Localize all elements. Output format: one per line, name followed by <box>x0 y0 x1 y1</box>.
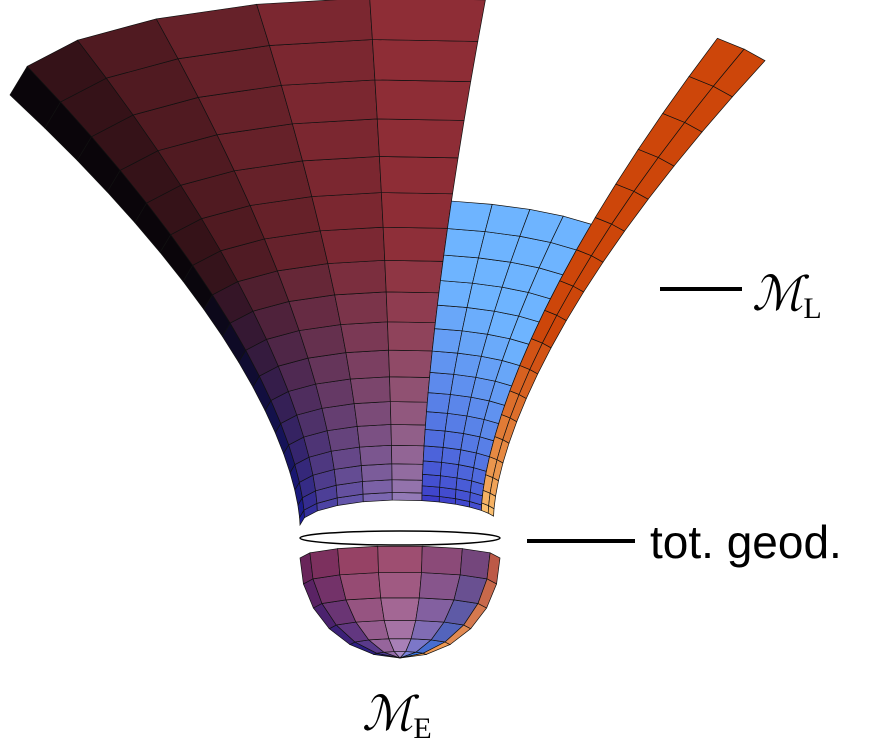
mesh-face <box>381 598 420 621</box>
mesh-face <box>378 546 423 572</box>
label-subscript: L <box>803 292 821 325</box>
mesh-face <box>303 156 382 196</box>
label-lorentzian: ℳL <box>752 266 822 325</box>
mesh-face <box>362 480 392 494</box>
mesh-face <box>269 40 374 86</box>
mesh-face <box>372 40 477 82</box>
mesh-face <box>328 260 386 295</box>
mesh-face <box>435 305 467 331</box>
mesh-face <box>340 573 381 600</box>
mesh-face <box>460 549 490 579</box>
mesh-face <box>370 0 486 41</box>
mesh-face <box>384 620 415 638</box>
mesh-face <box>392 492 422 500</box>
mesh-face <box>427 393 451 414</box>
mesh-face <box>257 0 373 45</box>
mesh-face <box>423 461 442 476</box>
mesh-face <box>440 255 478 283</box>
mesh-face <box>422 486 440 497</box>
mesh-face <box>392 464 423 480</box>
mesh-face <box>379 573 422 598</box>
mesh-face <box>360 445 392 465</box>
mesh-face <box>375 80 471 121</box>
mesh-face <box>292 119 379 161</box>
geodesic-slice <box>300 531 500 545</box>
mesh-face <box>338 546 379 575</box>
mesh-face <box>386 292 439 323</box>
mesh-face <box>424 429 445 447</box>
mesh-face <box>341 322 389 353</box>
mesh-face <box>377 119 464 158</box>
label-symbol: ℳ <box>752 266 810 322</box>
mesh-face <box>346 350 390 379</box>
mesh-face <box>432 329 462 354</box>
mesh-face <box>354 402 391 427</box>
mesh-face <box>381 193 452 229</box>
label-subscript: E <box>413 712 431 742</box>
mesh-face <box>361 464 392 482</box>
mesh-face <box>428 372 454 394</box>
mesh-face <box>419 573 460 600</box>
mesh-face <box>425 412 447 431</box>
label-symbol: ℳ <box>362 686 420 742</box>
mesh-face <box>310 549 340 579</box>
mesh-face <box>430 351 458 374</box>
mesh-face <box>391 445 424 464</box>
mesh-face <box>423 446 443 462</box>
page: ℳL tot. geod. ℳE (() => { const data = J… <box>0 0 885 742</box>
mesh-face <box>385 260 443 293</box>
mesh-face <box>390 377 430 402</box>
mesh-face <box>422 474 440 487</box>
mesh-face <box>447 201 492 231</box>
mesh-face <box>437 281 472 308</box>
mesh-face <box>312 193 383 231</box>
mesh-face <box>444 229 485 258</box>
mesh-face <box>379 156 458 193</box>
mesh-face <box>335 292 388 325</box>
mesh-face <box>440 462 458 478</box>
label-geodesic: tot. geod. <box>650 516 842 568</box>
funnel-surface <box>10 0 765 525</box>
mesh-face <box>445 413 467 433</box>
mesh-face <box>357 424 391 447</box>
mesh-face <box>421 546 462 575</box>
label-euclidean: ℳE <box>362 686 432 742</box>
mesh-face <box>387 322 435 351</box>
mesh-face <box>442 447 461 464</box>
mesh-face <box>389 350 433 377</box>
mesh-face <box>391 424 426 445</box>
mesh-face <box>390 402 427 425</box>
mesh-face <box>392 480 422 493</box>
mesh-face <box>320 227 384 263</box>
diagram: ℳL tot. geod. ℳE <box>0 0 885 742</box>
bowl-surface <box>300 546 500 658</box>
mesh-face <box>383 227 447 261</box>
mesh-face <box>281 80 377 124</box>
mesh-face <box>443 431 463 450</box>
mesh-face <box>350 377 390 404</box>
